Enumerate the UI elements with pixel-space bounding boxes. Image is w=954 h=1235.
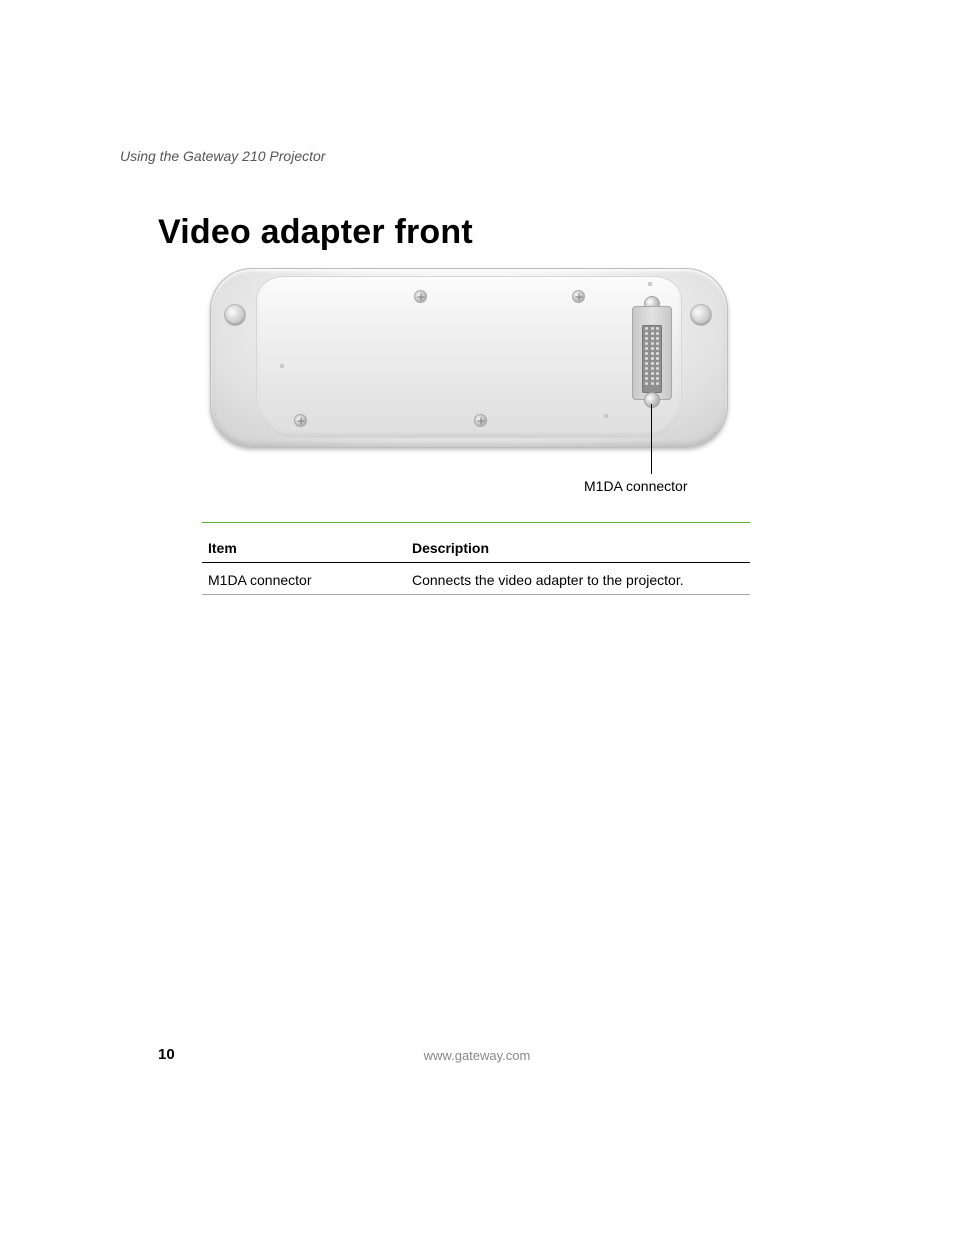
table-rule-header: [202, 562, 750, 563]
table-cell-description: Connects the video adapter to the projec…: [412, 572, 684, 588]
port-pinblock: [642, 325, 662, 393]
table-header-item: Item: [208, 540, 237, 556]
side-bolt-icon: [690, 304, 712, 326]
side-bolt-icon: [224, 304, 246, 326]
panel-dot-icon: [280, 364, 284, 368]
port-plate: [632, 306, 672, 400]
screw-icon: [572, 290, 585, 303]
screw-icon: [414, 290, 427, 303]
running-header: Using the Gateway 210 Projector: [120, 148, 325, 164]
port-thumbscrew-icon: [644, 392, 660, 408]
screw-icon: [294, 414, 307, 427]
table-header-description: Description: [412, 540, 489, 556]
table-rule-top: [202, 522, 750, 523]
table-rule-bottom: [202, 594, 750, 595]
panel-dot-icon: [604, 414, 608, 418]
callout-line: [651, 404, 652, 474]
panel-dot-icon: [648, 282, 652, 286]
device-figure: [210, 268, 726, 456]
m1da-port-icon: [632, 300, 670, 404]
table-cell-item: M1DA connector: [208, 572, 312, 588]
screw-icon: [474, 414, 487, 427]
device-inner-panel: [256, 276, 682, 438]
spec-table: Item Description M1DA connector Connects…: [202, 522, 750, 600]
callout-label: M1DA connector: [584, 478, 688, 494]
footer-url: www.gateway.com: [0, 1048, 954, 1063]
page-title: Video adapter front: [158, 213, 473, 252]
page: Using the Gateway 210 Projector Video ad…: [0, 0, 954, 1235]
